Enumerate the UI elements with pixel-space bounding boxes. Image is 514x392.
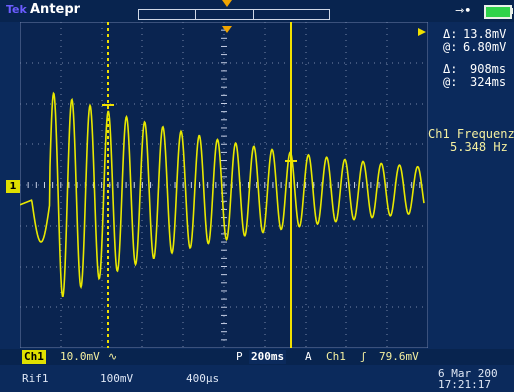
- measurement-value: 5.348 Hz: [450, 140, 508, 154]
- date-readout: 6 Mar 200: [438, 367, 498, 380]
- brand-label: Tek: [6, 3, 27, 16]
- p-label: P: [236, 350, 243, 363]
- volts-per-div: 10.0mV: [60, 350, 100, 363]
- delta-time-value: 908ms: [470, 62, 507, 76]
- timebase-value: 200ms: [249, 350, 287, 364]
- status-bar: Tek Antepr ⇾•: [0, 0, 514, 22]
- channel-label: Ch1: [22, 350, 46, 364]
- waveform-trace: [20, 91, 425, 297]
- trigger-level-icon: [418, 28, 426, 36]
- trigger-level: 79.6mV: [379, 350, 419, 363]
- trigger-slope-icon: ʃ: [360, 350, 367, 363]
- battery-icon: [484, 5, 512, 19]
- at-time-value: 324ms: [470, 75, 507, 89]
- at-voltage-value: 6.80mV: [463, 40, 507, 54]
- trigger-position-icon: [222, 0, 232, 7]
- record-length-bar: [138, 9, 330, 20]
- battery-cap: [510, 8, 513, 14]
- channel-1-marker: 1: [6, 180, 20, 193]
- trigger-source: Ch1: [326, 350, 346, 363]
- delta-time-label: Δ:: [443, 62, 458, 76]
- trigger-mode: A: [305, 350, 312, 363]
- power-plug-icon: ⇾•: [455, 4, 472, 17]
- delta-voltage-value: 13.8mV: [463, 27, 507, 41]
- reference-volts: 100mV: [100, 372, 134, 385]
- readout-panel: [430, 22, 514, 348]
- time-readout: 17:21:17: [438, 378, 491, 391]
- coupling-icon: ∿: [108, 350, 118, 363]
- measurement-title: Ch1 Frequenz: [428, 127, 514, 141]
- acquisition-mode: Antepr: [30, 2, 81, 17]
- at-voltage-label: @:: [443, 40, 458, 54]
- reference-time: 400µs: [186, 372, 220, 385]
- reference-label: Rif1: [22, 372, 49, 385]
- waveform-graticule: [20, 22, 428, 348]
- delta-voltage-label: Δ:: [443, 27, 458, 41]
- at-time-label: @:: [443, 75, 458, 89]
